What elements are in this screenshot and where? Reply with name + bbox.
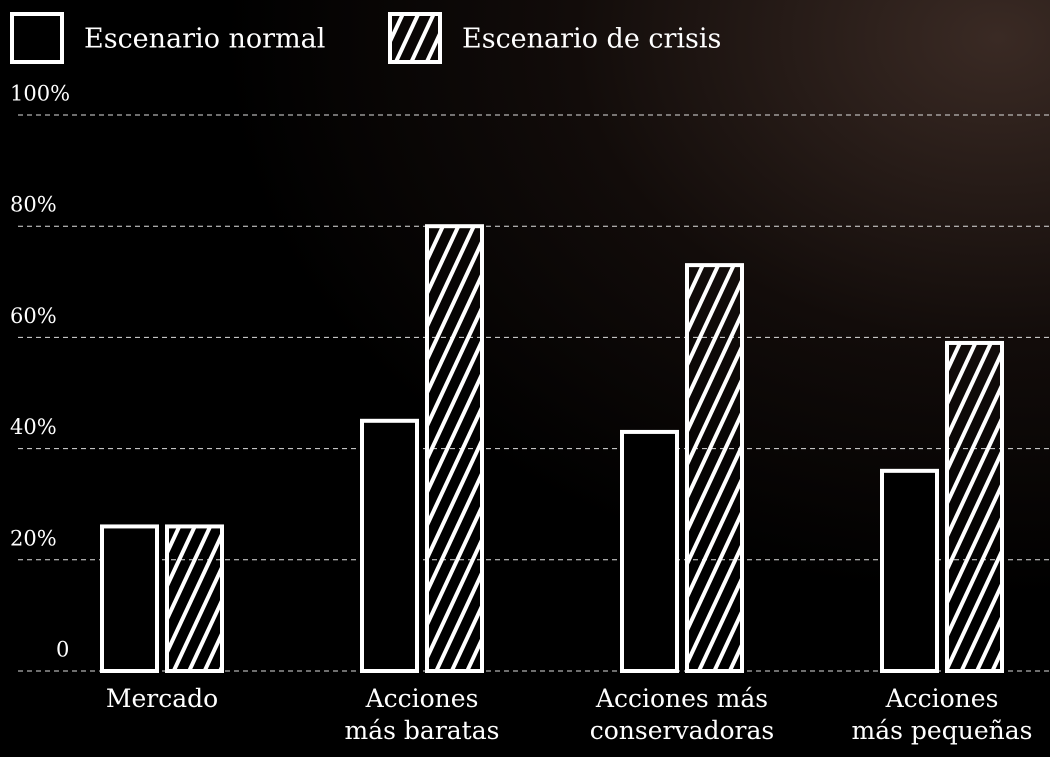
y-tick-label: 40%: [10, 415, 57, 439]
x-tick-label: Acciones más pequeñas: [851, 684, 1033, 745]
bar: [880, 468, 939, 673]
bar: [685, 263, 744, 673]
x-tick-label: Mercado: [105, 684, 219, 713]
legend-swatch: [388, 12, 442, 64]
y-tick-label: 20%: [10, 526, 57, 550]
bar: [360, 418, 419, 673]
y-tick-label: 0: [56, 638, 69, 662]
legend-swatch: [10, 12, 64, 64]
y-tick-label: 60%: [10, 304, 57, 328]
bar: [425, 224, 484, 673]
bar: [165, 524, 224, 673]
y-tick-label: 100%: [10, 82, 70, 106]
x-tick-label: Acciones más conservadoras: [589, 684, 775, 745]
bar: [100, 524, 159, 673]
bar: [620, 429, 679, 674]
legend-label: Escenario normal: [84, 24, 325, 55]
legend-label: Escenario de crisis: [462, 24, 721, 55]
x-tick-label: Acciones más baratas: [344, 684, 500, 745]
y-tick-label: 80%: [10, 193, 57, 217]
bar: [945, 340, 1004, 673]
